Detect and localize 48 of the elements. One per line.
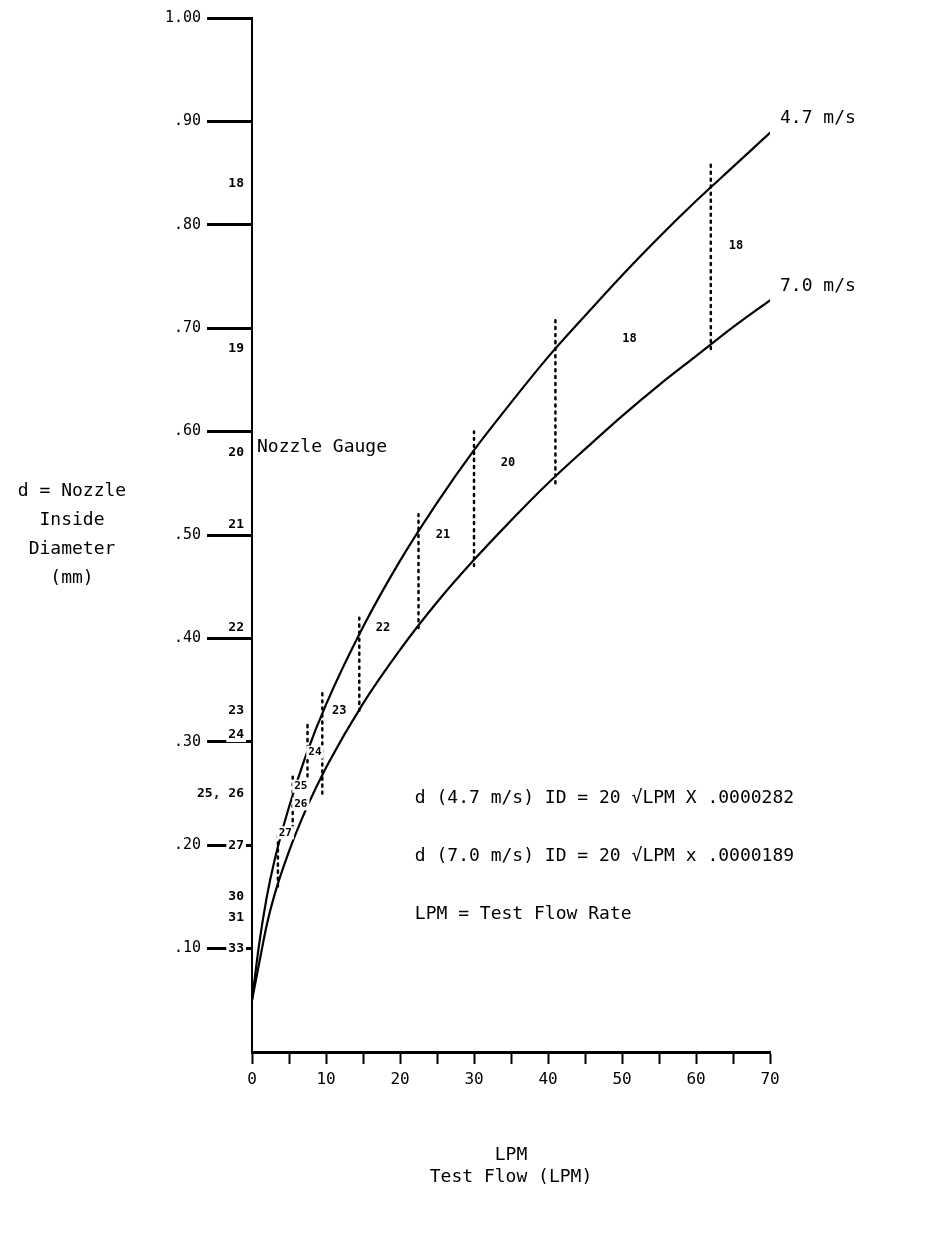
- annotation: 20: [500, 454, 516, 469]
- y-tick-label: 1.00: [164, 7, 201, 26]
- text: 30: [228, 888, 245, 904]
- annotation: 24: [308, 745, 322, 758]
- annotation: 25: [294, 779, 308, 793]
- y-tick-label: .20: [173, 835, 201, 854]
- text: 27: [228, 836, 244, 852]
- annotation: LPM = Test Flow Rate: [414, 902, 632, 924]
- text: 19: [228, 340, 244, 356]
- y-tick-label: .60: [173, 421, 201, 440]
- text: 18: [228, 174, 245, 190]
- y-tick-label: .10: [173, 938, 201, 957]
- x-tick-label: 0: [247, 1068, 257, 1088]
- y-tick-label: .80: [173, 214, 201, 233]
- annotation: d (7.0 m/s) ID = 20 √LPM x .0000189: [414, 844, 795, 866]
- annotation: Nozzle Gauge: [257, 434, 388, 456]
- annotation: 27: [278, 825, 292, 839]
- text: 20: [228, 443, 245, 459]
- x-tick-label: 40: [538, 1068, 558, 1088]
- text: 21: [228, 516, 245, 532]
- text: 25, 26: [197, 784, 245, 800]
- y-tick-label: .50: [173, 524, 201, 543]
- text: 22: [228, 619, 244, 635]
- y-tick-label: .30: [173, 731, 201, 750]
- text: 23: [228, 702, 244, 718]
- annotation: 22: [375, 620, 391, 635]
- y-axis-title: d = Nozzle Inside Diameter (mm): [17, 479, 127, 588]
- text: 24: [228, 725, 245, 741]
- y-tick-label: .90: [173, 111, 201, 130]
- annotation: 18: [622, 330, 637, 345]
- x-tick-label: 30: [464, 1068, 484, 1088]
- annotation: d (4.7 m/s) ID = 20 √LPM X .0000282: [414, 786, 795, 808]
- series-label: 4.7 m/s: [780, 106, 856, 128]
- text: 31: [228, 908, 245, 924]
- x-axis-title: LPM Test Flow (LPM): [429, 1143, 593, 1186]
- x-tick-label: 50: [612, 1068, 632, 1088]
- annotation: 21: [435, 527, 451, 542]
- annotation: 26: [294, 796, 308, 810]
- x-tick-label: 70: [760, 1068, 780, 1088]
- annotation: 18: [728, 237, 744, 252]
- x-tick-label: 60: [686, 1068, 706, 1088]
- series-label: 7.0 m/s: [780, 273, 856, 295]
- annotation: 23: [332, 702, 347, 717]
- y-tick-label: .70: [173, 318, 201, 337]
- x-tick-label: 20: [390, 1068, 410, 1088]
- y-tick-label: .40: [173, 628, 201, 647]
- x-tick-label: 10: [316, 1068, 336, 1088]
- text: 33: [228, 939, 244, 955]
